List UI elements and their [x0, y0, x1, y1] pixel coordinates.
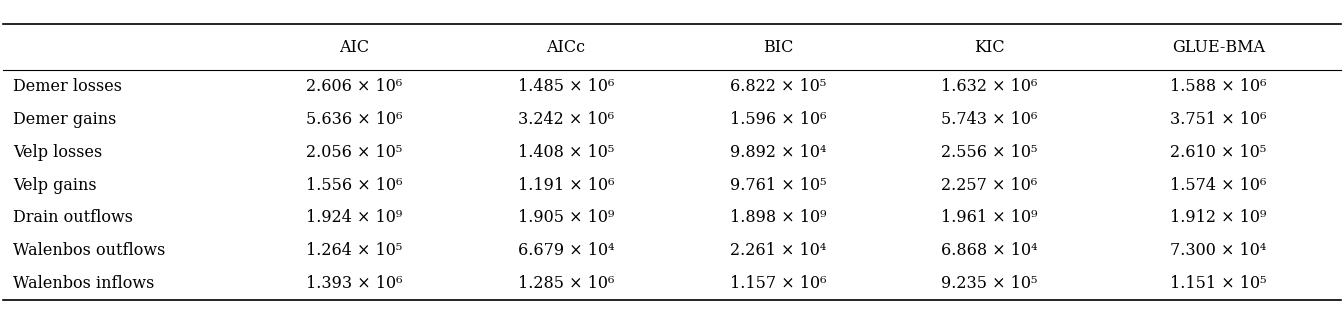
- Text: 1.191 × 10⁶: 1.191 × 10⁶: [517, 177, 614, 194]
- Text: GLUE-BMA: GLUE-BMA: [1172, 39, 1265, 56]
- Text: 9.761 × 10⁵: 9.761 × 10⁵: [730, 177, 827, 194]
- Text: AICc: AICc: [547, 39, 586, 56]
- Text: 1.151 × 10⁵: 1.151 × 10⁵: [1171, 275, 1266, 292]
- Text: Walenbos inflows: Walenbos inflows: [13, 275, 155, 292]
- Text: Walenbos outflows: Walenbos outflows: [13, 242, 165, 259]
- Text: 1.588 × 10⁶: 1.588 × 10⁶: [1171, 78, 1266, 95]
- Text: KIC: KIC: [974, 39, 1005, 56]
- Text: 1.157 × 10⁶: 1.157 × 10⁶: [730, 275, 827, 292]
- Text: 1.961 × 10⁹: 1.961 × 10⁹: [941, 209, 1038, 227]
- Text: 6.679 × 10⁴: 6.679 × 10⁴: [517, 242, 614, 259]
- Text: 2.556 × 10⁵: 2.556 × 10⁵: [941, 144, 1038, 161]
- Text: 1.485 × 10⁶: 1.485 × 10⁶: [517, 78, 614, 95]
- Text: 1.285 × 10⁶: 1.285 × 10⁶: [517, 275, 614, 292]
- Text: 2.257 × 10⁶: 2.257 × 10⁶: [941, 177, 1038, 194]
- Text: 1.905 × 10⁹: 1.905 × 10⁹: [517, 209, 614, 227]
- Text: 2.261 × 10⁴: 2.261 × 10⁴: [730, 242, 827, 259]
- Text: 2.056 × 10⁵: 2.056 × 10⁵: [306, 144, 403, 161]
- Text: BIC: BIC: [762, 39, 793, 56]
- Text: 1.556 × 10⁶: 1.556 × 10⁶: [306, 177, 403, 194]
- Text: 5.743 × 10⁶: 5.743 × 10⁶: [941, 111, 1038, 128]
- Text: 1.408 × 10⁵: 1.408 × 10⁵: [517, 144, 614, 161]
- Text: Velp losses: Velp losses: [13, 144, 102, 161]
- Text: 9.892 × 10⁴: 9.892 × 10⁴: [730, 144, 827, 161]
- Text: 3.751 × 10⁶: 3.751 × 10⁶: [1171, 111, 1266, 128]
- Text: 6.822 × 10⁵: 6.822 × 10⁵: [730, 78, 827, 95]
- Text: 1.632 × 10⁶: 1.632 × 10⁶: [941, 78, 1038, 95]
- Text: Velp gains: Velp gains: [13, 177, 97, 194]
- Text: 6.868 × 10⁴: 6.868 × 10⁴: [941, 242, 1038, 259]
- Text: 1.924 × 10⁹: 1.924 × 10⁹: [306, 209, 403, 227]
- Text: 5.636 × 10⁶: 5.636 × 10⁶: [306, 111, 403, 128]
- Text: Demer gains: Demer gains: [13, 111, 117, 128]
- Text: 3.242 × 10⁶: 3.242 × 10⁶: [517, 111, 614, 128]
- Text: AIC: AIC: [340, 39, 370, 56]
- Text: 1.898 × 10⁹: 1.898 × 10⁹: [730, 209, 827, 227]
- Text: 1.912 × 10⁹: 1.912 × 10⁹: [1171, 209, 1266, 227]
- Text: 1.596 × 10⁶: 1.596 × 10⁶: [730, 111, 827, 128]
- Text: 2.610 × 10⁵: 2.610 × 10⁵: [1171, 144, 1266, 161]
- Text: 9.235 × 10⁵: 9.235 × 10⁵: [941, 275, 1038, 292]
- Text: 2.606 × 10⁶: 2.606 × 10⁶: [306, 78, 403, 95]
- Text: 1.264 × 10⁵: 1.264 × 10⁵: [306, 242, 403, 259]
- Text: Demer losses: Demer losses: [13, 78, 122, 95]
- Text: 1.574 × 10⁶: 1.574 × 10⁶: [1171, 177, 1266, 194]
- Text: 1.393 × 10⁶: 1.393 × 10⁶: [306, 275, 403, 292]
- Text: 7.300 × 10⁴: 7.300 × 10⁴: [1171, 242, 1266, 259]
- Text: Drain outflows: Drain outflows: [13, 209, 133, 227]
